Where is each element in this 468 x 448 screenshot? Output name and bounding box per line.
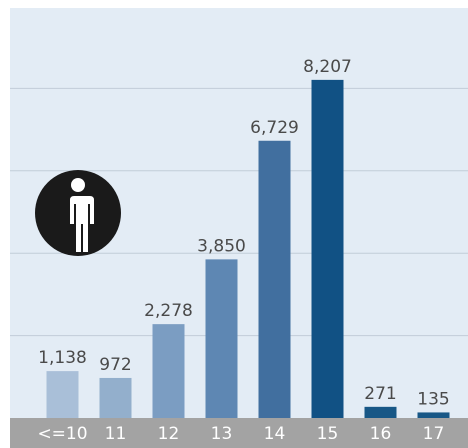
value-label: 2,278 [144, 301, 193, 321]
bar [417, 412, 450, 418]
bar [152, 324, 185, 418]
bar [205, 259, 238, 418]
bar [99, 377, 132, 418]
bar [46, 371, 79, 418]
x-tick-label: 16 [370, 424, 392, 444]
x-tick-label: 17 [423, 424, 445, 444]
value-label: 3,850 [197, 236, 246, 256]
value-label: 135 [417, 389, 449, 409]
value-label: 8,207 [303, 57, 352, 77]
x-tick-label: <=10 [37, 424, 87, 444]
bar [364, 406, 397, 418]
bar [311, 79, 344, 419]
value-label: 1,138 [38, 348, 87, 368]
value-label: 6,729 [250, 118, 299, 138]
x-tick-label: 15 [317, 424, 339, 444]
x-tick-label: 12 [158, 424, 180, 444]
bar [258, 140, 291, 418]
x-tick-label: 13 [211, 424, 233, 444]
x-tick-label: 14 [264, 424, 286, 444]
value-label: 972 [99, 355, 131, 375]
person-icon [35, 170, 121, 256]
x-tick-label: 11 [105, 424, 127, 444]
category-strip [10, 418, 468, 448]
value-label: 271 [364, 384, 396, 404]
